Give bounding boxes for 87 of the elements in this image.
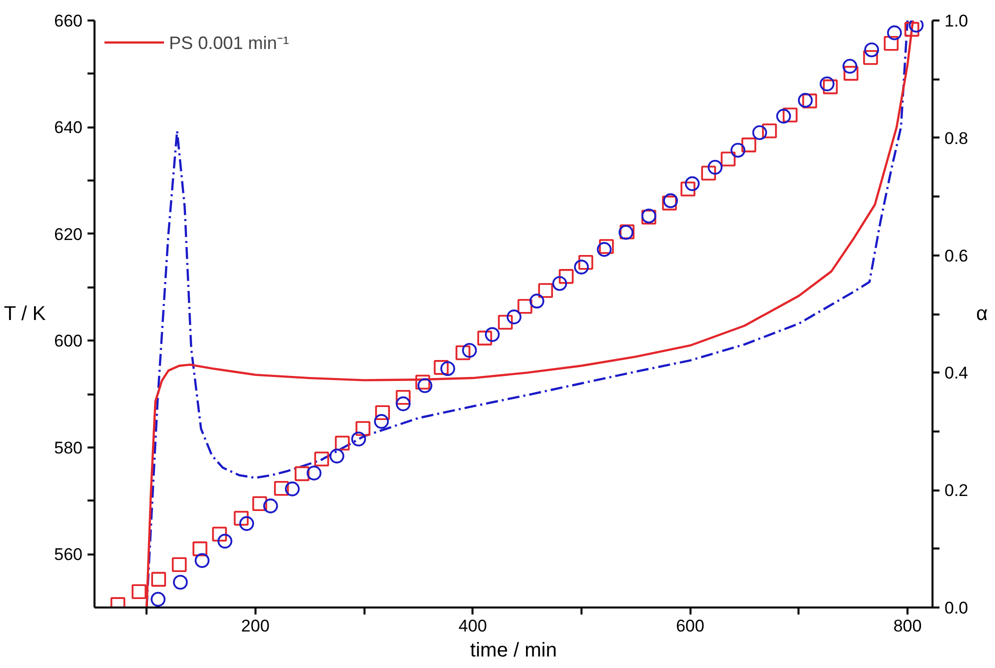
point — [218, 534, 232, 549]
point — [904, 22, 920, 37]
point — [351, 432, 366, 446]
point — [864, 42, 880, 58]
y2-tick-label: 0.2 — [944, 481, 968, 500]
y-axis-title: T / K — [4, 303, 46, 325]
x-axis-title: time / min — [470, 640, 557, 662]
point — [151, 572, 166, 587]
point — [730, 142, 746, 158]
point — [192, 541, 208, 556]
point — [396, 396, 411, 412]
y2-tick-label: 0.4 — [944, 364, 968, 383]
point — [440, 361, 456, 376]
point — [284, 482, 300, 496]
x-tick-label: 200 — [241, 616, 270, 636]
point — [887, 25, 902, 40]
point — [518, 298, 532, 314]
point — [529, 294, 544, 308]
point — [538, 283, 553, 298]
point — [477, 330, 492, 346]
point — [599, 239, 614, 254]
point — [741, 138, 756, 152]
point — [484, 327, 500, 342]
point — [701, 166, 716, 181]
point — [329, 448, 344, 464]
point — [552, 276, 568, 291]
point — [274, 480, 289, 496]
point — [306, 466, 322, 480]
point — [884, 36, 899, 51]
x-tick-label: 800 — [893, 616, 922, 636]
point — [798, 92, 813, 108]
point — [574, 260, 589, 274]
point — [782, 108, 798, 122]
point — [762, 123, 777, 138]
y2-tick-label: 1.0 — [944, 12, 968, 30]
point — [132, 584, 146, 600]
y2-axis-title: α — [976, 303, 988, 325]
point — [558, 269, 574, 284]
point — [396, 390, 411, 405]
point — [462, 343, 477, 358]
point — [172, 557, 187, 572]
point — [802, 94, 818, 108]
point — [252, 496, 268, 511]
point — [375, 405, 390, 420]
y-tick-label: 640 — [54, 118, 83, 138]
y2-tick-label: 0.0 — [944, 598, 968, 618]
point — [334, 436, 350, 451]
point — [234, 510, 249, 526]
point — [498, 314, 513, 330]
x-tick-label: 600 — [676, 616, 704, 636]
point — [596, 242, 612, 257]
x-tick-label: 400 — [458, 616, 487, 636]
point — [356, 421, 370, 436]
y2-tick-label: 0.6 — [944, 246, 968, 266]
point — [680, 182, 696, 196]
y-tick-label: 600 — [54, 332, 83, 351]
point — [844, 66, 858, 81]
point — [294, 466, 310, 482]
point — [776, 108, 791, 124]
point — [752, 125, 768, 140]
legend-label: PS 0.001 min⁻¹ — [169, 32, 290, 54]
y-tick-label: 560 — [54, 545, 83, 564]
point — [212, 526, 227, 542]
point — [150, 592, 166, 607]
point — [822, 79, 838, 94]
point — [194, 553, 210, 568]
point — [578, 254, 594, 270]
point — [415, 374, 430, 390]
point — [314, 452, 330, 466]
y-tick-label: 660 — [54, 12, 83, 30]
point — [684, 176, 700, 192]
point — [506, 310, 522, 324]
y-tick-label: 620 — [54, 224, 83, 244]
point — [263, 498, 278, 514]
point — [374, 414, 389, 429]
point — [434, 360, 449, 375]
point — [239, 516, 254, 531]
point — [172, 574, 188, 590]
point — [820, 76, 834, 92]
y-tick-label: 580 — [54, 438, 83, 458]
point — [456, 345, 470, 360]
point — [708, 160, 723, 175]
point — [720, 152, 736, 166]
point — [418, 378, 432, 393]
point — [842, 58, 858, 74]
y2-tick-label: 0.8 — [944, 128, 968, 148]
point — [863, 50, 878, 65]
